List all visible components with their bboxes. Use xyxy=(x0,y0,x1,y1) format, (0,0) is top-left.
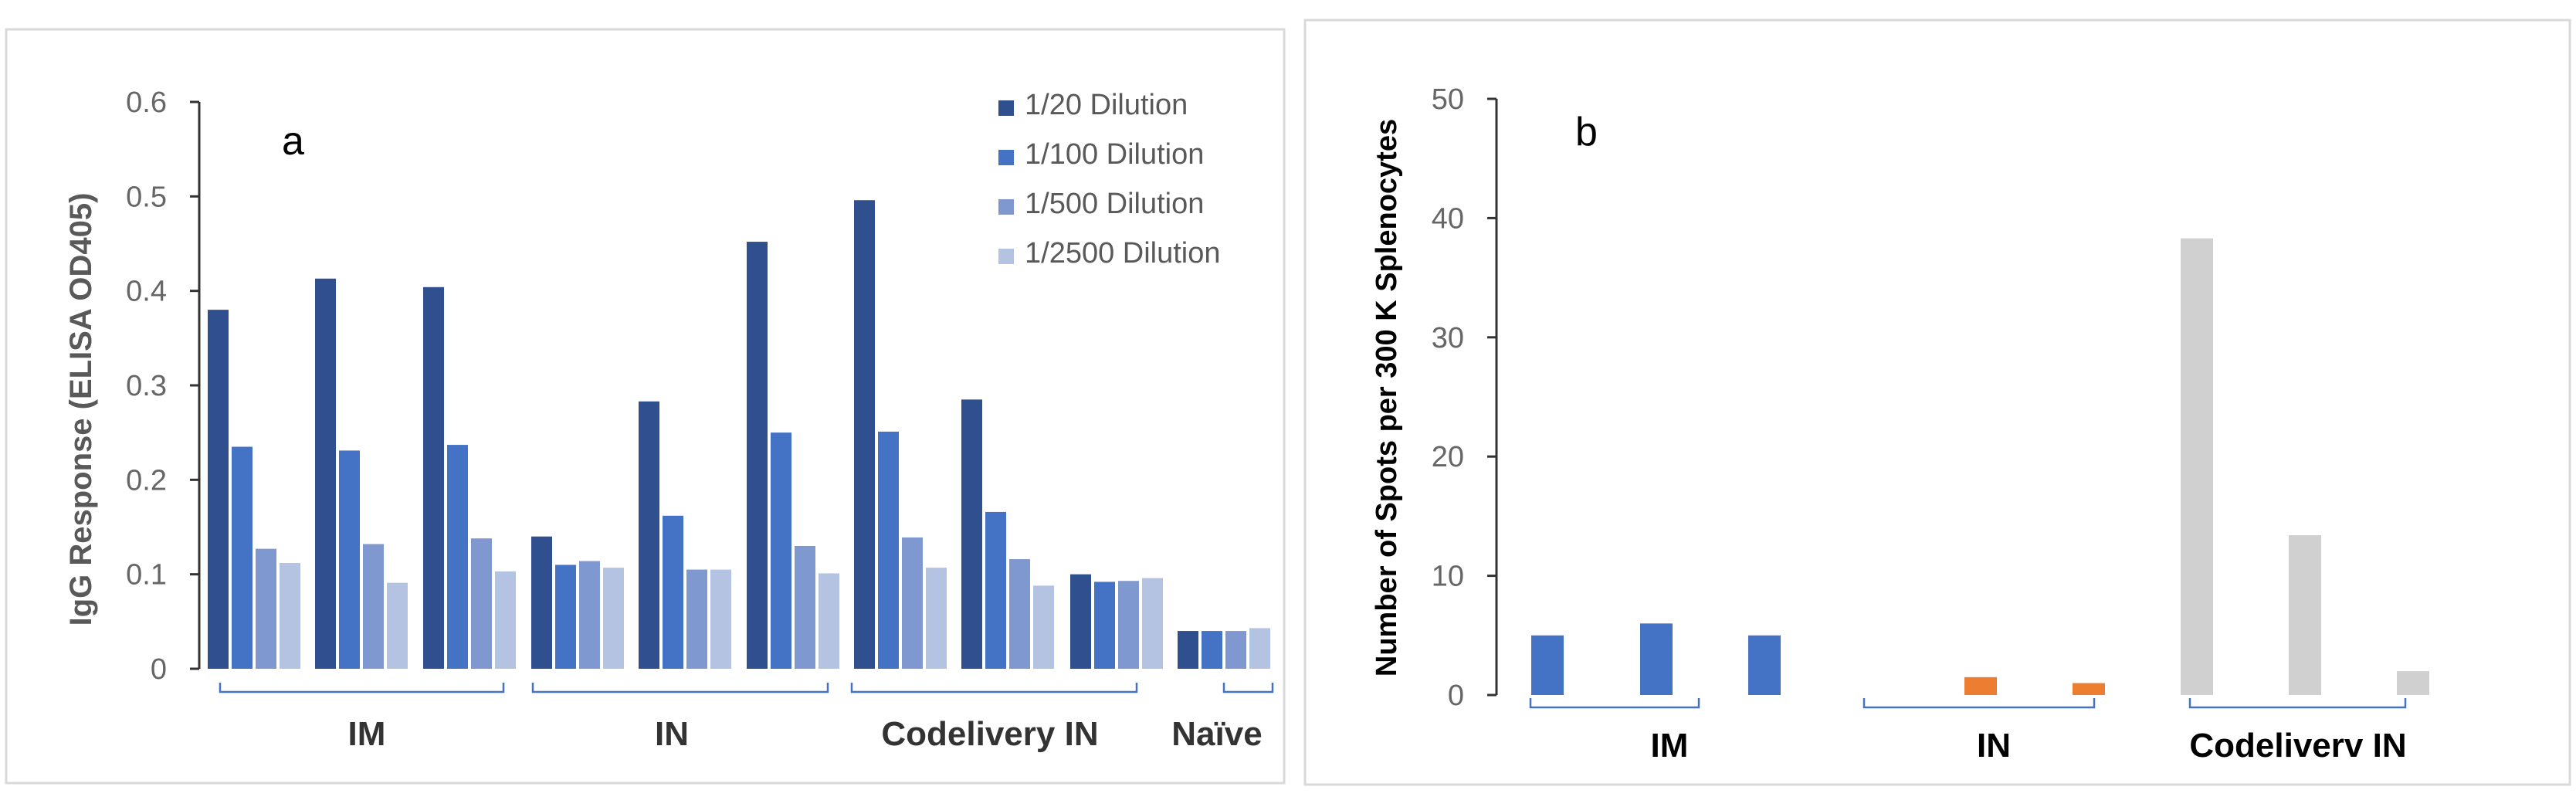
panel-b-y-tick-label: 50 xyxy=(1432,83,1464,116)
panel-b-group-bracket xyxy=(1529,698,1700,709)
panel-a-bar xyxy=(747,242,768,669)
panel-a-legend-swatch xyxy=(998,249,1014,264)
panel-b-group-bracket xyxy=(1863,698,2096,709)
panel-a-bar xyxy=(339,450,360,669)
panel-b-group-bracket xyxy=(2188,698,2407,709)
panel-a-legend-swatch xyxy=(998,150,1014,165)
panel-a-bar xyxy=(961,399,982,669)
panel-a-bar xyxy=(471,538,492,669)
panel-a-bar xyxy=(1249,628,1270,669)
panel-a-y-axis-label: IgG Response (ELISA OD405) xyxy=(64,193,98,626)
panel-a-bar xyxy=(208,310,229,669)
panel-b-y-axis-label: Number of Spots per 300 K Splenocytes xyxy=(1371,119,1403,676)
panel-a-bar xyxy=(232,446,253,669)
panel-a-bar xyxy=(495,571,516,669)
panel-a-bar xyxy=(363,544,384,669)
panel-b-group-label: IN xyxy=(1977,727,2011,765)
panel-a-bar xyxy=(1178,631,1198,669)
panel-b-y-tick-label: 10 xyxy=(1432,561,1464,593)
panel-a-bar xyxy=(579,561,600,669)
panel-a-bar xyxy=(819,573,839,669)
panel-a-group-label: Naïve xyxy=(1171,715,1262,753)
panel-a-group-label: IM xyxy=(348,715,386,753)
panel-a-bar xyxy=(447,445,468,669)
panel-b-group-label: IM xyxy=(1651,727,1689,765)
panel-a-bar xyxy=(1033,585,1054,669)
panel-a-y-tick-label: 0 xyxy=(151,653,167,686)
panel-a-group-bracket xyxy=(531,683,829,693)
panel-a-y-tick-label: 0.2 xyxy=(126,464,167,497)
panel-a-bar xyxy=(902,537,923,669)
panel-a-legend-label: 1/500 Dilution xyxy=(1025,188,1204,220)
chart-b: 0 10 20 30 40 50 IM IN Codeliverv IN xyxy=(1432,83,2429,765)
panel-b-group-label: Codeliverv IN xyxy=(2189,727,2406,765)
panel-b-y-tick-label: 30 xyxy=(1432,322,1464,354)
panel-a-legend-swatch xyxy=(998,199,1014,215)
panel-a-letter: a xyxy=(282,119,304,164)
panel-a-bar xyxy=(1202,631,1222,669)
panel-a-bar xyxy=(854,200,875,669)
panel-b-bar xyxy=(1748,635,1781,695)
panel-a-bar xyxy=(531,536,552,669)
panel-b-bar xyxy=(1640,623,1673,695)
panel-a-y-tick-label: 0.6 xyxy=(126,86,167,119)
panel-a-legend-label: 1/20 Dilution xyxy=(1025,89,1188,121)
panel-b-y-tick-label: 0 xyxy=(1448,680,1464,712)
panel-a-y-tick-label: 0.5 xyxy=(126,181,167,213)
panel-b-frame xyxy=(1303,19,2571,786)
panel-b-bar xyxy=(2289,535,2321,695)
panel-a-y-tick-label: 0.4 xyxy=(126,276,167,308)
panel-a-bar xyxy=(771,432,791,669)
panel-b-bar xyxy=(1531,635,1564,695)
panel-a-group-label: IN xyxy=(655,715,689,753)
panel-a-bar xyxy=(387,582,408,669)
panel-b-bar xyxy=(2397,671,2429,695)
panel-a-bar xyxy=(985,511,1006,669)
panel-b-bar xyxy=(2181,238,2213,695)
panel-a-bar xyxy=(1225,631,1246,669)
panel-b-bar xyxy=(2073,683,2105,695)
panel-a-bar xyxy=(1142,578,1163,669)
panel-a-bar xyxy=(686,569,707,669)
chart-a: 0 0.1 0.2 0.3 0.4 0.5 0.6 IM IN Codelivery IN Naïv… xyxy=(126,86,1274,753)
panel-a-bar xyxy=(663,515,683,669)
panel-b-y-tick-label: 20 xyxy=(1432,441,1464,473)
panel-a-bar xyxy=(423,287,444,669)
panel-a-bar xyxy=(710,569,731,669)
panel-a-legend-label: 1/2500 Dilution xyxy=(1025,237,1221,270)
panel-a-group-label: Codelivery IN xyxy=(881,715,1098,753)
panel-a-bar xyxy=(1070,574,1091,669)
panel-a-bar xyxy=(555,565,576,669)
panel-a-bar xyxy=(315,278,336,669)
panel-a-bar xyxy=(1118,581,1139,669)
panel-a-y-tick-label: 0.1 xyxy=(126,559,167,592)
panel-a-bar xyxy=(1009,559,1030,669)
panel-a-legend-label: 1/100 Dilution xyxy=(1025,138,1204,171)
panel-a-y-tick-label: 0.3 xyxy=(126,370,167,402)
panel-a-bar xyxy=(256,548,276,669)
panel-a-bar xyxy=(878,431,899,669)
panel-b-bar xyxy=(1964,676,1997,695)
panel-a-bar xyxy=(1094,582,1115,669)
panel-a-group-bracket xyxy=(219,683,505,693)
panel-a-legend-swatch xyxy=(998,100,1014,116)
panel-b-y-tick-label: 40 xyxy=(1432,202,1464,235)
panel-a-bar xyxy=(603,568,624,669)
panel-a-bar xyxy=(280,562,300,669)
panel-a-bar xyxy=(795,545,815,669)
panel-a-bar xyxy=(639,401,659,669)
panel-a-bar xyxy=(926,568,947,669)
panel-b-letter: b xyxy=(1575,110,1598,154)
panel-a-group-bracket xyxy=(1222,683,1274,693)
panel-a-group-bracket xyxy=(850,683,1138,693)
